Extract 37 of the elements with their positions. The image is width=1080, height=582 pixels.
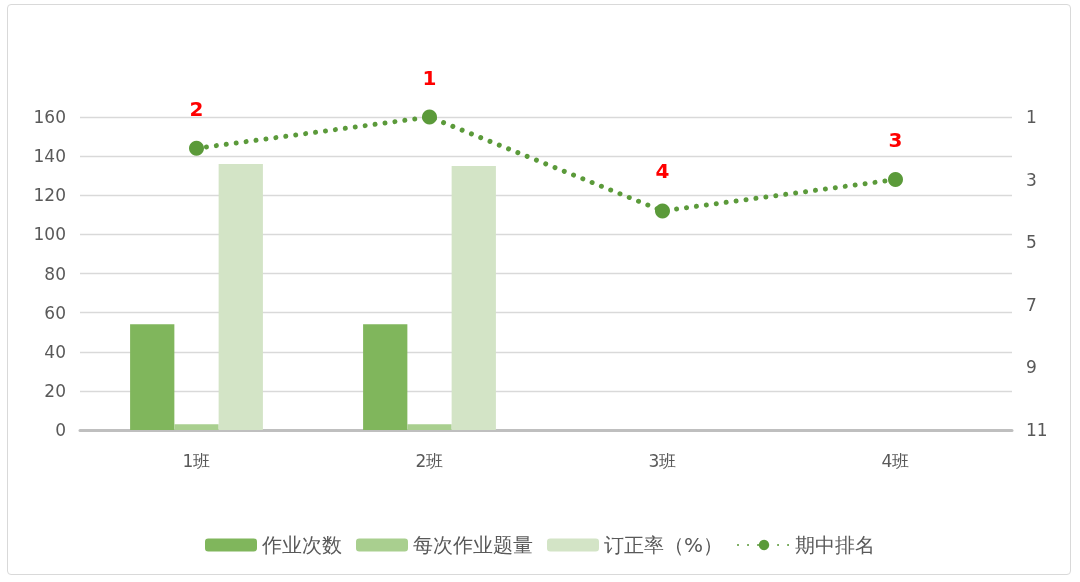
legend-label: 每次作业题量 [413, 533, 533, 557]
point [189, 140, 204, 156]
point [422, 109, 437, 125]
y2-tick-label: 11 [1026, 420, 1048, 440]
y-tick-label: 40 [44, 341, 66, 362]
bar [363, 324, 408, 430]
y-tick-label: 100 [33, 224, 66, 245]
y-tick-label: 160 [33, 107, 66, 127]
bar [174, 424, 219, 430]
x-tick-label: 4班 [881, 450, 910, 471]
y2-tick-label: 3 [1026, 169, 1037, 190]
y-tick-label: 120 [33, 185, 66, 206]
y-tick-label: 140 [33, 146, 66, 167]
y2-tick-label: 1 [1026, 107, 1037, 127]
data-label: 1 [422, 65, 437, 90]
point [888, 172, 903, 188]
y-tick-label: 60 [44, 302, 66, 323]
data-label: 3 [888, 128, 903, 153]
bar [407, 424, 452, 430]
y-tick-label: 0 [55, 420, 66, 440]
y-tick-label: 80 [44, 263, 66, 284]
y-tick-label: 20 [44, 380, 66, 401]
point [655, 203, 670, 219]
bar [130, 324, 175, 430]
data-label: 4 [655, 159, 670, 184]
legend-label: 订正率（%） [604, 533, 724, 557]
bar [218, 163, 263, 430]
x-tick-label: 2班 [415, 450, 444, 471]
y2-tick-label: 9 [1026, 357, 1037, 378]
bar [451, 165, 496, 430]
x-tick-label: 3班 [648, 450, 677, 471]
data-label: 2 [189, 96, 204, 121]
y2-tick-label: 5 [1026, 232, 1037, 253]
legend-label: 作业次数 [261, 533, 342, 557]
y2-tick-label: 7 [1026, 294, 1037, 315]
legend-label: 期中排名 [795, 533, 875, 557]
x-tick-label: 1班 [182, 450, 211, 471]
